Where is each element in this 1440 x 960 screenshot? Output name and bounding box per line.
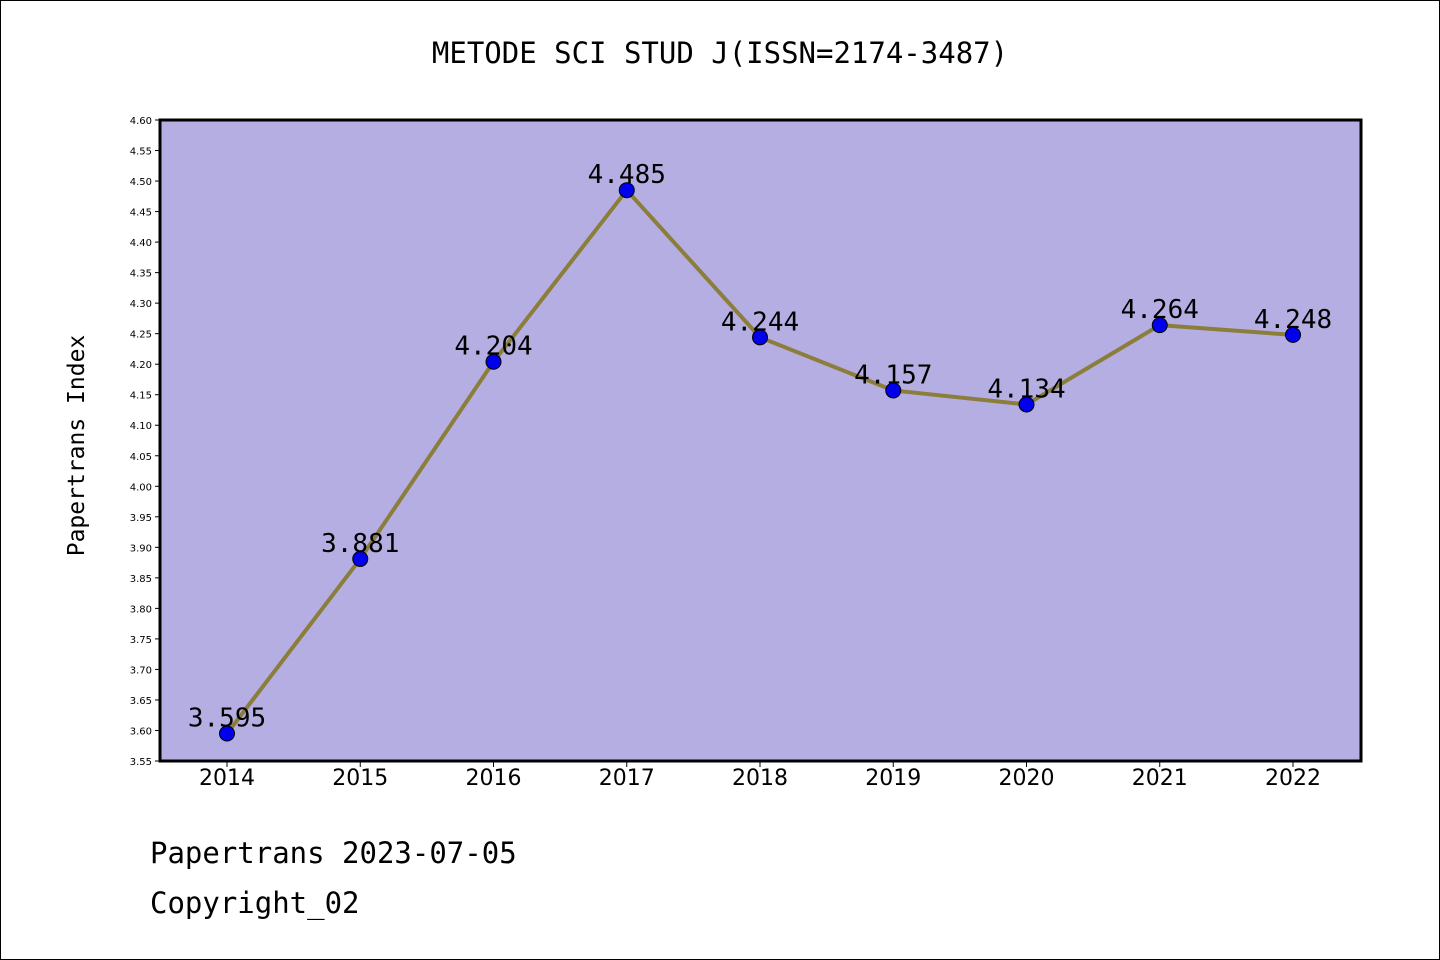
y-tick-label: 3.55: [130, 757, 152, 768]
y-axis: 3.55 3.60 3.65 3.70 3.75 3.80 3.85 3.90 3.95 4.00…: [130, 116, 160, 768]
y-tick-label: 3.85: [130, 574, 152, 585]
data-point: [485, 353, 502, 370]
y-tick-label: 4.50: [130, 177, 152, 188]
data-point: [1285, 326, 1301, 343]
y-tick-label: 4.05: [130, 452, 152, 463]
y-tick-label: 3.80: [130, 604, 152, 615]
y-tick-label: 3.70: [130, 665, 152, 676]
x-tick-label: 2022: [1265, 766, 1321, 791]
y-tick-label: 3.95: [130, 513, 152, 524]
x-axis: 2014 2015 2016 2017 2018 2019 2020 2021 2022: [199, 761, 1321, 791]
plot-border: [158, 118, 1363, 763]
y-tick-label: 3.75: [130, 635, 152, 646]
y-tick-label: 4.35: [130, 269, 152, 280]
data-point: [352, 550, 369, 567]
y-tick-label: 4.20: [130, 360, 152, 371]
y-tick-label: 3.60: [130, 726, 152, 737]
data-label: 4.248: [1254, 305, 1332, 335]
y-tick-label: 4.10: [130, 421, 152, 432]
y-tick-label: 4.15: [130, 391, 152, 402]
footer-date: Papertrans 2023-07-05: [150, 836, 517, 870]
data-point: [219, 725, 235, 742]
data-label: 4.204: [454, 332, 532, 362]
data-label: 4.134: [987, 374, 1065, 404]
x-tick-label: 2016: [466, 766, 522, 791]
data-point: [1151, 317, 1168, 334]
x-tick-label: 2015: [332, 766, 388, 791]
data-label: 3.595: [188, 704, 266, 734]
y-tick-label: 4.45: [130, 208, 152, 219]
data-point: [752, 329, 768, 346]
data-label: 4.157: [854, 360, 932, 390]
x-tick-label: 2018: [732, 766, 788, 791]
data-points: [219, 182, 1301, 742]
chart-title: METODE SCI STUD J(ISSN=2174-3487): [431, 36, 1009, 70]
x-tick-label: 2021: [1132, 766, 1188, 791]
plot-area: [160, 120, 1361, 761]
data-labels: 3.595 3.881 4.204 4.485 4.244 4.157 4.134 4.264…: [188, 160, 1332, 733]
data-point: [1018, 396, 1035, 413]
data-point: [885, 382, 902, 399]
y-tick-label: 4.30: [130, 299, 152, 310]
x-tick-label: 2017: [599, 766, 655, 791]
y-tick-label: 3.65: [130, 696, 152, 707]
y-tick-label: 4.00: [130, 482, 152, 493]
x-tick-label: 2019: [865, 766, 921, 791]
y-axis-label: Papertrans Index: [64, 335, 90, 557]
data-label: 3.881: [321, 529, 399, 559]
y-tick-label: 3.90: [130, 543, 152, 554]
data-label: 4.485: [588, 160, 666, 190]
x-tick-label: 2014: [199, 766, 255, 791]
x-tick-label: 2020: [999, 766, 1055, 791]
y-tick-label: 4.40: [130, 238, 152, 249]
y-tick-label: 4.25: [130, 330, 152, 341]
data-label: 4.264: [1121, 295, 1199, 325]
y-tick-label: 4.60: [130, 116, 152, 127]
footer-copyright: Copyright_02: [150, 886, 360, 920]
data-label: 4.244: [721, 307, 799, 337]
data-point: [618, 182, 635, 199]
y-tick-label: 4.55: [130, 147, 152, 158]
